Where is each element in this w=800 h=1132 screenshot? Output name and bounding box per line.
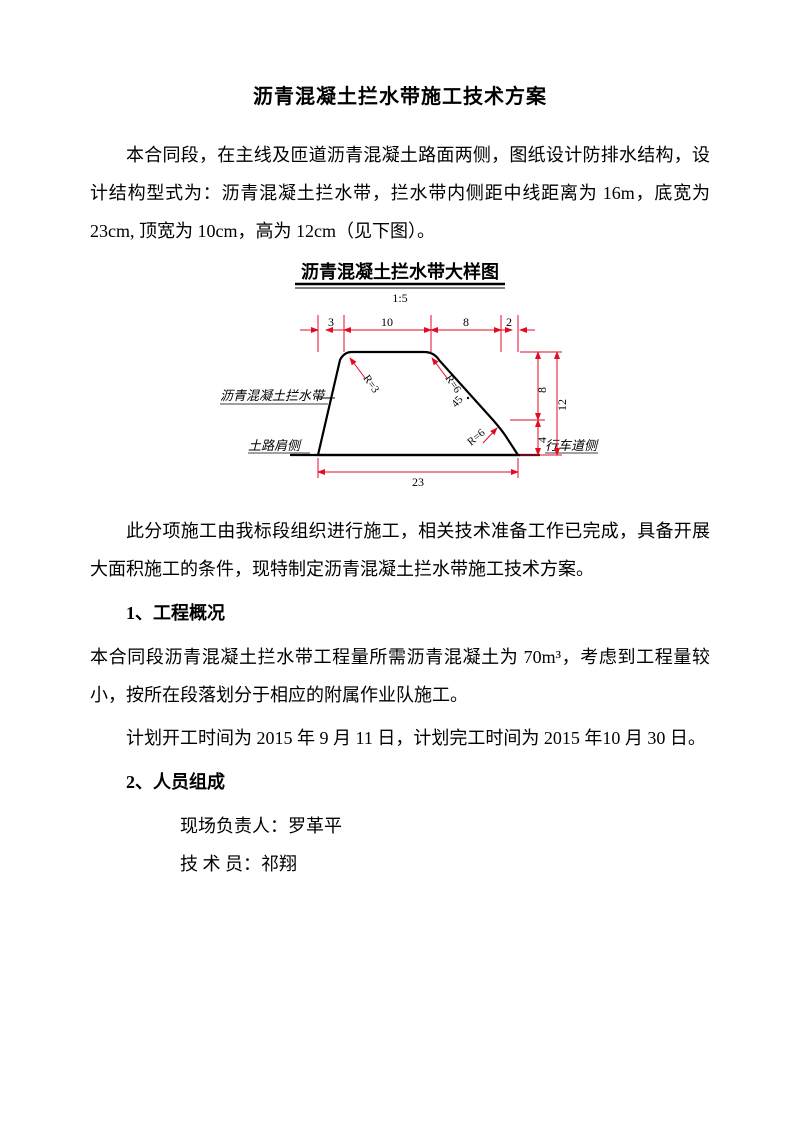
left-labels: 沥青混凝土拦水带 土路肩侧 bbox=[220, 388, 335, 453]
svg-text:R=6: R=6 bbox=[465, 427, 488, 449]
svg-text:10: 10 bbox=[381, 315, 393, 329]
angle-45: 45 bbox=[449, 394, 469, 411]
svg-text:23: 23 bbox=[412, 475, 424, 489]
svg-text:沥青混凝土拦水带: 沥青混凝土拦水带 bbox=[220, 388, 326, 403]
heading-1: 1、工程概况 bbox=[90, 595, 710, 633]
paragraph-4: 计划开工时间为 2015 年 9 月 11 日，计划完工时间为 2015 年10… bbox=[90, 720, 710, 758]
profile-shape bbox=[290, 352, 540, 455]
svg-text:行车道侧: 行车道侧 bbox=[545, 438, 599, 453]
paragraph-intro: 本合同段，在主线及匝道沥青混凝土路面两侧，图纸设计防排水结构，设计结构型式为：沥… bbox=[90, 137, 710, 250]
diagram-title: 沥青混凝土拦水带大样图 bbox=[301, 261, 499, 282]
svg-text:3: 3 bbox=[328, 315, 334, 329]
svg-text:土路肩侧: 土路肩侧 bbox=[248, 438, 302, 453]
right-label: 行车道侧 bbox=[545, 438, 599, 453]
diagram-container: 沥青混凝土拦水带大样图 1:5 3 10 8 2 R=3 R=6 R=6 bbox=[90, 260, 710, 495]
cross-section-diagram: 沥青混凝土拦水带大样图 1:5 3 10 8 2 R=3 R=6 R=6 bbox=[200, 260, 600, 495]
svg-text:8: 8 bbox=[463, 315, 469, 329]
paragraph-3: 本合同段沥青混凝土拦水带工程量所需沥青混凝土为 70m³，考虑到工程量较小，按所… bbox=[90, 639, 710, 715]
dim-top: 3 10 8 2 bbox=[300, 315, 535, 352]
staff-2: 技 术 员：祁翔 bbox=[90, 846, 710, 884]
svg-text:4: 4 bbox=[535, 437, 549, 443]
svg-text:8: 8 bbox=[535, 387, 549, 393]
heading-2: 2、人员组成 bbox=[90, 764, 710, 802]
staff-1: 现场负责人：罗革平 bbox=[90, 808, 710, 846]
svg-text:2: 2 bbox=[506, 315, 512, 329]
svg-text:45: 45 bbox=[449, 394, 466, 411]
paragraph-2: 此分项施工由我标段组织进行施工，相关技术准备工作已完成，具备开展大面积施工的条件… bbox=[90, 513, 710, 589]
dim-bottom: 23 bbox=[318, 458, 518, 489]
page-title: 沥青混凝土拦水带施工技术方案 bbox=[90, 80, 710, 109]
radii: R=3 R=6 R=6 bbox=[350, 358, 497, 448]
svg-text:12: 12 bbox=[555, 399, 569, 411]
diagram-scale: 1:5 bbox=[392, 291, 407, 305]
